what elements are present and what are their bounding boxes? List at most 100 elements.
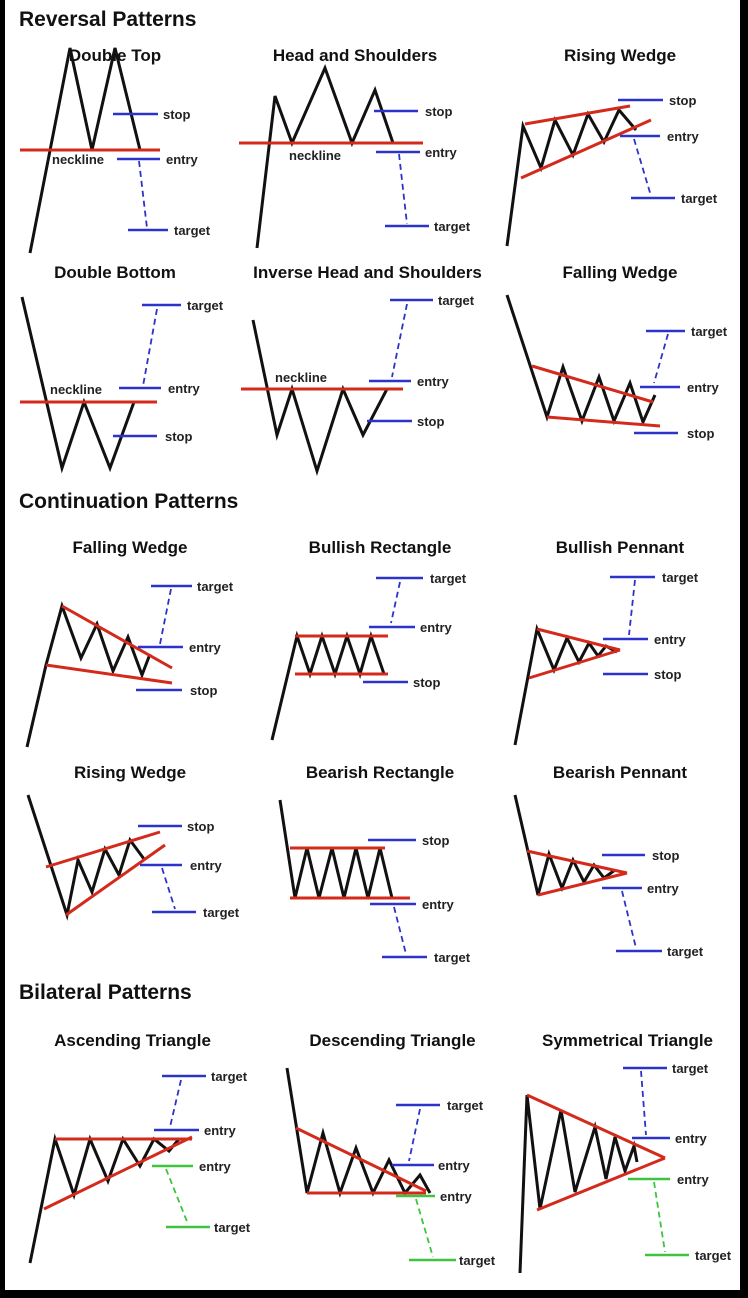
alt-target-label: target <box>459 1253 496 1268</box>
chart-patterns-sheet: Reversal Patterns Continuation Patterns … <box>5 0 740 1290</box>
descending-triangle-diagram: target entry entry target <box>285 1067 496 1268</box>
pattern-title: Ascending Triangle <box>54 1031 211 1050</box>
stop-label: stop <box>652 848 680 863</box>
stop-label: stop <box>422 833 450 848</box>
bearish-rectangle-diagram: stop entry target <box>278 799 471 965</box>
upper-trendline <box>531 364 654 404</box>
entry-label: entry <box>422 897 455 912</box>
projection-line <box>393 906 407 955</box>
pattern-title: Bullish Pennant <box>555 538 685 557</box>
pattern-descending-triangle: Descending Triangle target entry entry t… <box>270 1031 515 1268</box>
alt-entry-label: entry <box>199 1159 232 1174</box>
neckline-label: neckline <box>50 382 102 397</box>
target-label: target <box>211 1069 248 1084</box>
entry-label: entry <box>425 145 458 160</box>
upper-trendline <box>536 627 621 652</box>
target-label: target <box>662 570 699 585</box>
upper-trendline <box>61 604 173 670</box>
upper-trendline <box>45 830 161 869</box>
pattern-title: Symmetrical Triangle <box>541 1031 714 1050</box>
pattern-symmetrical-triangle: Symmetrical Triangle target entry entry … <box>515 1031 740 1283</box>
projection-line <box>169 1079 182 1128</box>
entry-label: entry <box>647 881 680 896</box>
neckline-label: neckline <box>289 148 341 163</box>
entry-label: entry <box>438 1158 471 1173</box>
price-line <box>28 1133 181 1264</box>
target-label: target <box>691 324 728 339</box>
target-label: target <box>681 191 718 206</box>
rising-wedge-reversal-diagram: stop entry target <box>505 93 718 247</box>
pattern-falling-wedge-continuation: Falling Wedge target entry stop <box>10 538 250 755</box>
price-line <box>278 799 394 899</box>
section-title-bilateral: Bilateral Patterns <box>19 981 192 1004</box>
price-line <box>25 601 152 748</box>
inverse-head-and-shoulders-diagram: neckline target entry stop <box>241 293 475 477</box>
price-line <box>26 794 146 921</box>
price-line <box>505 107 638 247</box>
alt-entry-label: entry <box>677 1172 710 1187</box>
price-line <box>251 319 389 477</box>
falling-wedge-reversal-diagram: target entry stop <box>505 294 728 441</box>
lower-trendline <box>45 663 173 685</box>
pattern-title: Inverse Head and Shoulders <box>253 263 482 282</box>
pattern-title: Bearish Rectangle <box>305 763 455 782</box>
pattern-title: Falling Wedge <box>562 263 678 282</box>
entry-label: entry <box>687 380 720 395</box>
projection-line <box>633 138 652 197</box>
target-label: target <box>430 571 467 586</box>
pattern-head-and-shoulders: Head and Shoulders neckline stop entry t… <box>235 46 475 258</box>
projection-line <box>621 890 637 949</box>
bullish-pennant-diagram: target entry stop <box>513 570 699 746</box>
upper-trendline <box>526 849 628 875</box>
upper-trendline <box>526 1093 666 1160</box>
section-title-continuation: Continuation Patterns <box>19 490 239 513</box>
entry-label: entry <box>168 381 201 396</box>
projection-line <box>391 303 408 378</box>
stop-label: stop <box>413 675 441 690</box>
target-label: target <box>197 579 234 594</box>
pattern-double-bottom: Double Bottom neckline target entry stop <box>10 263 224 475</box>
lower-trendline <box>528 648 621 680</box>
stop-label: stop <box>163 107 191 122</box>
pattern-rising-wedge-continuation: Rising Wedge stop entry target <box>10 763 250 975</box>
projection-line <box>398 153 408 225</box>
projection-line <box>159 588 172 645</box>
price-line <box>270 630 386 741</box>
symmetrical-triangle-diagram: target entry entry target <box>518 1061 732 1274</box>
entry-label: entry <box>189 640 222 655</box>
stop-label: stop <box>654 667 682 682</box>
entry-label: entry <box>420 620 453 635</box>
entry-label: entry <box>190 858 223 873</box>
rising-wedge-continuation-diagram: stop entry target <box>26 794 240 921</box>
neckline-label: neckline <box>275 370 327 385</box>
target-label: target <box>447 1098 484 1113</box>
pattern-title: Bearish Pennant <box>552 763 688 782</box>
price-line <box>255 63 395 249</box>
alt-entry-label: entry <box>440 1189 473 1204</box>
bullish-rectangle-diagram: target entry stop <box>270 571 467 741</box>
head-and-shoulders-diagram: neckline stop entry target <box>239 63 471 249</box>
support-line <box>43 1135 193 1211</box>
pattern-title: Double Top <box>68 46 162 65</box>
projection-line <box>138 160 148 229</box>
projection-line <box>142 308 158 387</box>
pattern-falling-wedge-reversal: Falling Wedge target entry stop <box>505 263 735 475</box>
section-title-reversal: Reversal Patterns <box>19 8 197 31</box>
pattern-title: Descending Triangle <box>309 1031 476 1050</box>
ascending-triangle-diagram: target entry entry target <box>28 1069 251 1264</box>
bearish-pennant-diagram: stop entry target <box>513 794 704 959</box>
resistance-line <box>295 1126 427 1193</box>
price-line <box>518 1094 639 1274</box>
stop-label: stop <box>187 819 215 834</box>
alt-projection-line <box>653 1181 666 1253</box>
projection-line <box>161 867 176 910</box>
pattern-inverse-head-and-shoulders: Inverse Head and Shoulders neckline targ… <box>235 263 500 477</box>
upper-trendline <box>524 104 631 126</box>
pattern-rising-wedge-reversal: Rising Wedge stop entry target <box>505 46 735 258</box>
entry-label: entry <box>204 1123 237 1138</box>
target-label: target <box>434 219 471 234</box>
pattern-bullish-rectangle: Bullish Rectangle target entry stop <box>260 538 500 755</box>
entry-label: entry <box>675 1131 708 1146</box>
falling-wedge-continuation-diagram: target entry stop <box>25 579 234 748</box>
price-line <box>505 294 657 427</box>
